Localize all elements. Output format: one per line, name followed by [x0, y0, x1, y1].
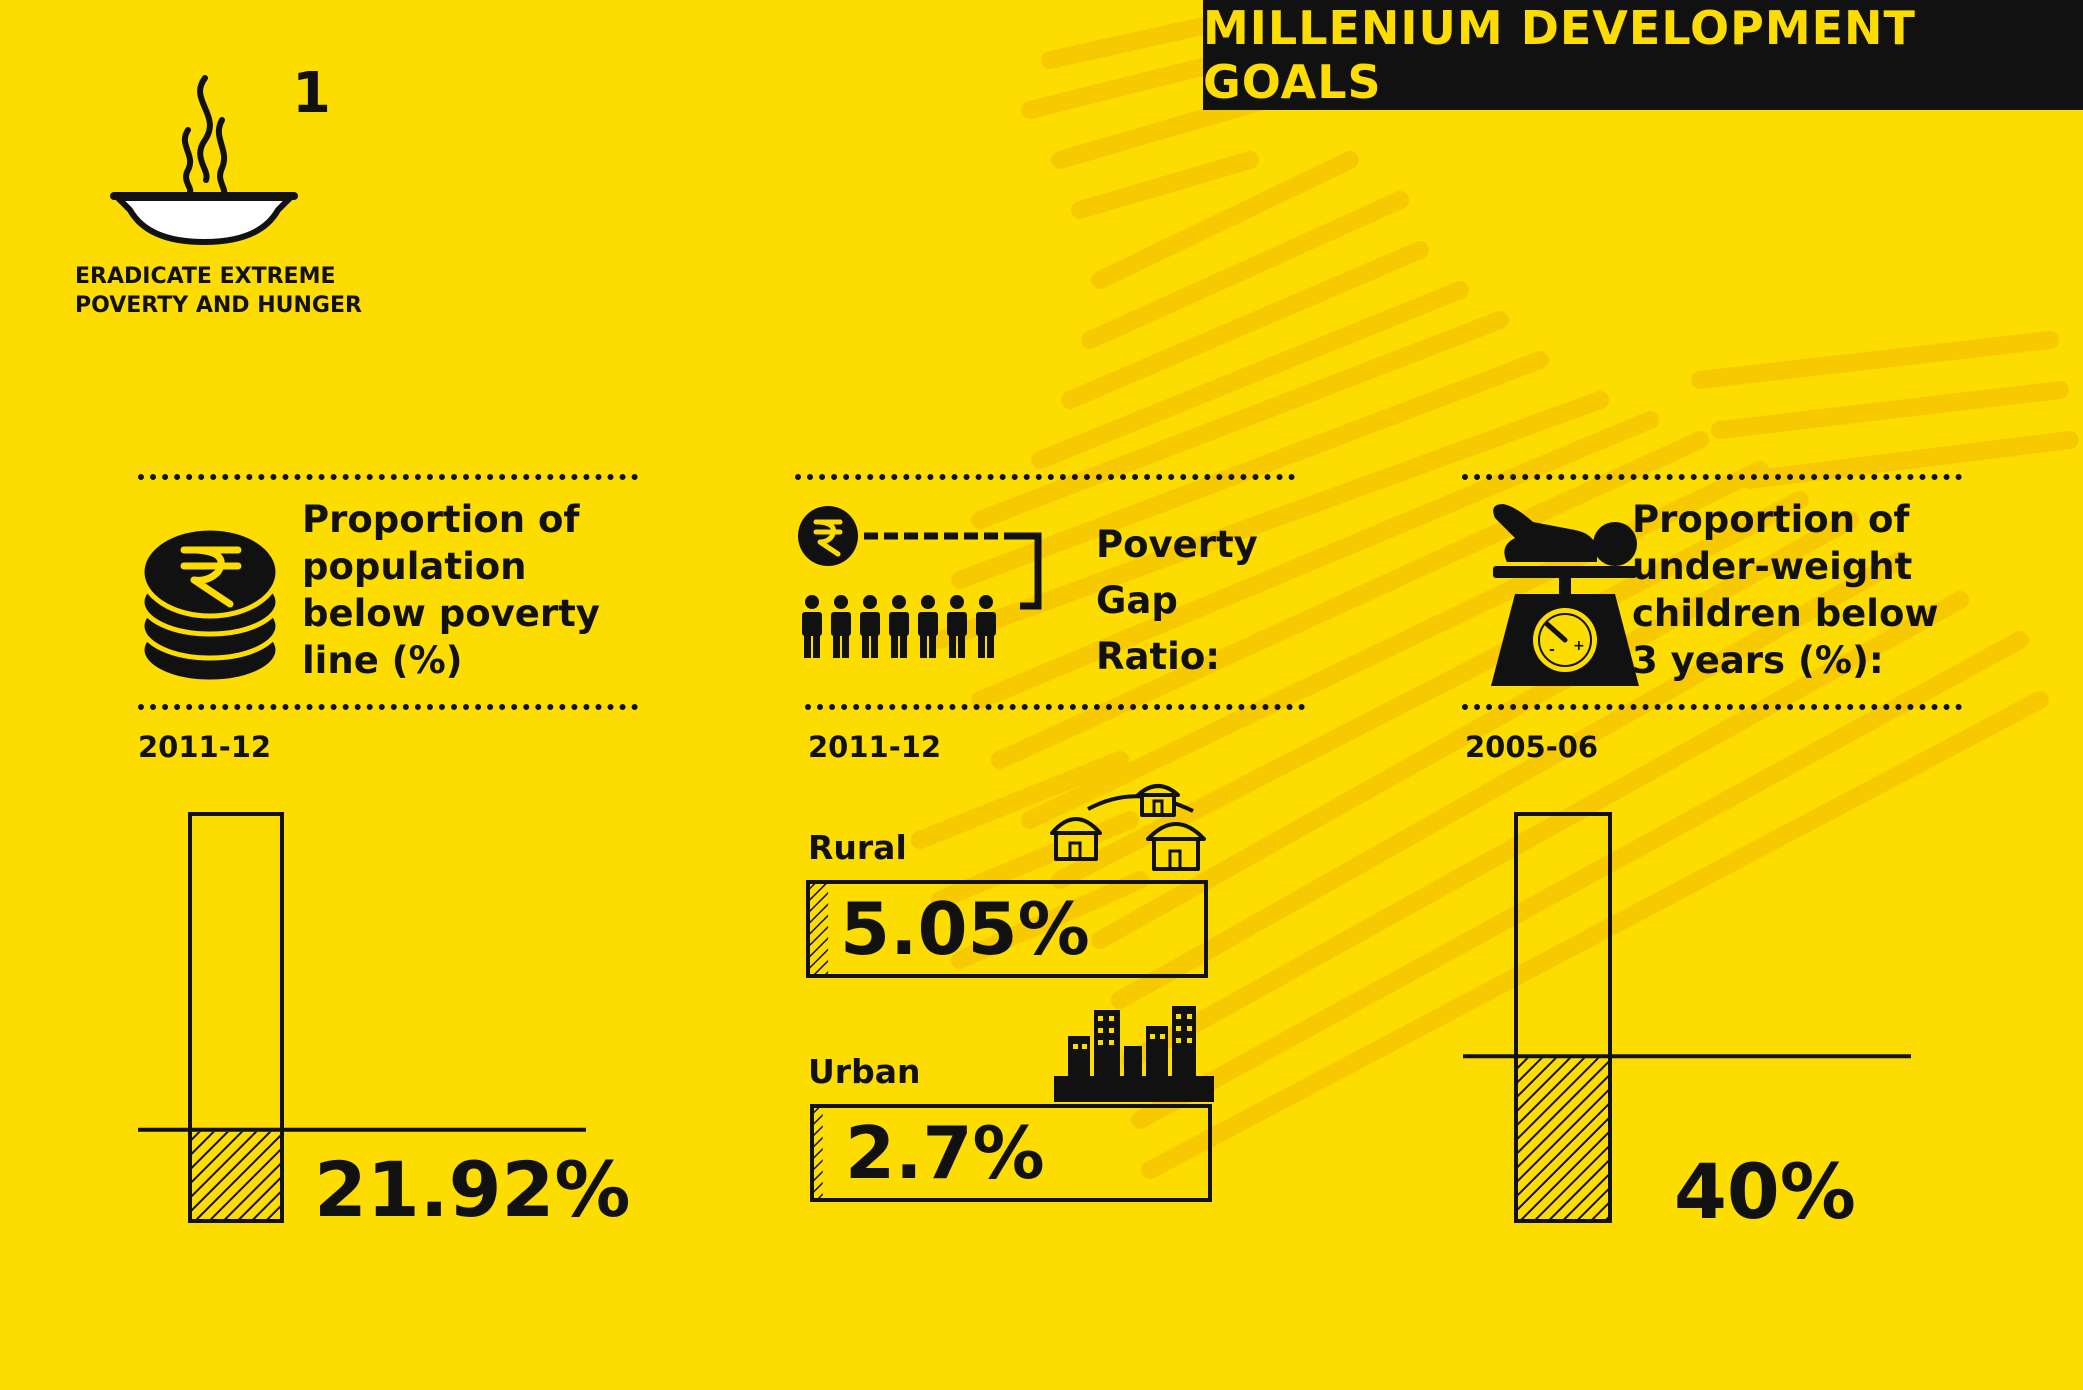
underweight-heading-line4: 3 years (%): [1632, 639, 1884, 682]
goal-description: ERADICATE EXTREME POVERTY AND HUNGER [75, 262, 395, 320]
svg-text:+: + [1573, 638, 1585, 654]
poverty-line-heading-line3: below poverty [302, 592, 600, 635]
rural-gap-fill [808, 882, 829, 976]
underweight-bar-chart [1463, 812, 1911, 1223]
banner-title: MILLENIUM DEVELOPMENT GOALS [1203, 0, 2083, 110]
poverty-line-bar-fill [190, 1131, 282, 1221]
poverty-gap-year: 2011-12 [808, 730, 942, 764]
poverty-line-heading-line4: line (%) [302, 639, 463, 682]
underweight-bar-fill [1516, 1058, 1610, 1221]
svg-text:-: - [1549, 642, 1555, 658]
underweight-year: 2005-06 [1465, 730, 1599, 764]
urban-label: Urban [808, 1052, 921, 1091]
divider-top-2 [795, 474, 1295, 480]
underweight-bar-outline [1514, 812, 1612, 1223]
poverty-line-bar-outline [188, 812, 284, 1223]
baby-scale-icon: - + [1491, 504, 1639, 686]
divider-bottom-1 [138, 704, 638, 710]
rural-gap-bar-outline [806, 880, 1208, 978]
poverty-line-year: 2011-12 [138, 730, 272, 764]
urban-gap-bar [810, 1104, 1212, 1202]
urban-gap-fill [812, 1106, 823, 1200]
poverty-line-heading-line2: population [302, 545, 527, 588]
poverty-gap-heading-line2: Gap [1096, 579, 1178, 622]
urban-gap-bar-outline [810, 1104, 1212, 1202]
divider-top-1 [138, 474, 638, 480]
underweight-heading-line2: under-weight [1632, 545, 1913, 588]
underweight-heading: Proportion of under-weight children belo… [1632, 496, 1939, 684]
poverty-line-value: 21.92% [314, 1145, 631, 1234]
poverty-line-bar-chart [138, 812, 586, 1223]
steaming-bowl-icon [110, 75, 298, 245]
huts-icon [1050, 784, 1206, 871]
underweight-heading-line1: Proportion of [1632, 498, 1910, 541]
poverty-gap-heading-line1: Poverty [1096, 523, 1258, 566]
goal-text-line1: ERADICATE EXTREME [75, 264, 336, 289]
goal-number: 1 [292, 61, 331, 126]
divider-bottom-3 [1462, 704, 1962, 710]
poverty-line-heading: Proportion of population below poverty l… [302, 496, 600, 684]
city-skyline-icon [1054, 1006, 1214, 1102]
poverty-gap-heading-line3: Ratio: [1096, 635, 1221, 678]
rural-gap-value: 5.05% [840, 887, 1090, 971]
poverty-gap-heading: Poverty Gap Ratio: [1096, 517, 1258, 685]
underweight-value: 40% [1674, 1147, 1856, 1236]
underweight-heading-line3: children below [1632, 592, 1939, 635]
rural-label: Rural [808, 828, 907, 867]
rural-gap-bar [806, 880, 1208, 978]
goal-text-line2: POVERTY AND HUNGER [75, 293, 362, 318]
rupee-coins-icon [139, 525, 281, 685]
divider-top-3 [1462, 474, 1962, 480]
divider-bottom-2 [805, 704, 1305, 710]
urban-gap-value: 2.7% [845, 1111, 1045, 1195]
rupee-people-icon [798, 506, 1042, 658]
poverty-line-heading-line1: Proportion of [302, 498, 580, 541]
